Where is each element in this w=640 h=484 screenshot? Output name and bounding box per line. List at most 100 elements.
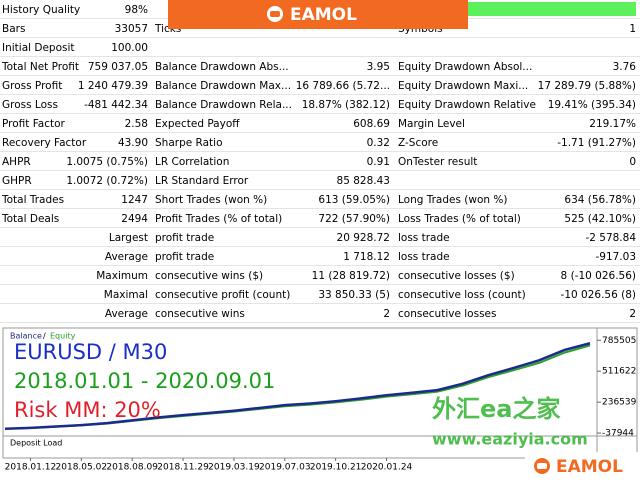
cell-text: 525 (42.10%) <box>564 213 636 225</box>
cell-text: Recovery Factor <box>2 137 87 149</box>
cell-text: 2 <box>383 308 390 320</box>
series-line <box>4 342 591 431</box>
cell-text: Gross Loss <box>2 99 58 111</box>
cell-text: consecutive wins ($) <box>155 270 263 282</box>
brand-text: EAMOL <box>290 5 357 25</box>
cell-text: Short Trades (won %) <box>155 194 267 206</box>
cell-text: 100.00 <box>111 42 148 54</box>
cell-text: Bars <box>2 23 25 35</box>
cell-text: 1 240 479.39 <box>78 80 148 92</box>
y-tick-label: 785505 <box>602 336 636 346</box>
cell-text: Z-Score <box>398 137 438 149</box>
cell-text: 19.41% (395.34) <box>548 99 636 111</box>
cell-text: LR Standard Error <box>155 175 249 187</box>
cell-text: 1 <box>629 23 636 35</box>
cell-text: Equity Drawdown Maxi... <box>398 80 528 92</box>
cell-text: 2 <box>629 308 636 320</box>
cell-text: 634 (56.78%) <box>564 194 636 206</box>
brand-text: EAMOL <box>556 457 623 477</box>
cell-text: consecutive losses ($) <box>398 270 515 282</box>
x-tick-label: 2018.11.29 <box>157 463 209 473</box>
cell-text: 3.95 <box>367 61 390 73</box>
cell-text: 11 (28 819.72) <box>312 270 390 282</box>
cell-text: LR Correlation <box>155 156 229 168</box>
cell-text: Sharpe Ratio <box>155 137 223 149</box>
cell-text: 1.0072 (0.72%) <box>66 175 148 187</box>
legend-entry: Equity <box>50 332 76 341</box>
cell-text: Profit Trades (% of total) <box>155 213 282 225</box>
cell-text: AHPR <box>2 156 31 168</box>
cell-text: Total Trades <box>1 194 64 206</box>
cell-text: Profit Factor <box>2 118 66 130</box>
cell-text: Total Deals <box>1 213 59 225</box>
cell-text: consecutive losses <box>398 308 496 320</box>
cell-text: profit trade <box>155 232 214 244</box>
cell-text: -10 026.56 (8) <box>561 289 636 301</box>
chart-annotation: EURUSD / M30 <box>14 340 167 364</box>
cell-text: Initial Deposit <box>2 42 75 54</box>
cell-text: 0.32 <box>367 137 390 149</box>
x-tick-label: 2018.05.02 <box>56 463 108 473</box>
cell-text: Balance Drawdown Rela... <box>155 99 292 111</box>
cell-text: Loss Trades (% of total) <box>398 213 521 225</box>
cell-text: 20 928.72 <box>337 232 390 244</box>
cell-text: 0.91 <box>367 156 390 168</box>
cell-text: 1.0075 (0.75%) <box>66 156 148 168</box>
cell-text: -917.03 <box>595 251 636 263</box>
chart-annotation: 2018.01.01 - 2020.09.01 <box>14 369 275 393</box>
cell-text: Total Net Profit <box>1 61 79 73</box>
cell-text: 722 (57.90%) <box>318 213 390 225</box>
cell-text: 18.87% (382.12) <box>302 99 390 111</box>
cell-text: 759 037.05 <box>88 61 148 73</box>
legend-separator: / <box>43 332 46 341</box>
cell-text: 2494 <box>121 213 148 225</box>
cell-text: Balance Drawdown Abs... <box>155 61 289 73</box>
cell-text: Long Trades (won %) <box>398 194 507 206</box>
y-tick-label: 236539 <box>602 398 637 408</box>
x-tick-label: 2019.03.19 <box>208 463 260 473</box>
cell-text: consecutive loss (count) <box>398 289 526 301</box>
cell-text: 0 <box>629 156 636 168</box>
cell-text: Equity Drawdown Absol... <box>398 61 532 73</box>
brand-icon-face <box>270 11 280 17</box>
x-tick-label: 2018.08.09 <box>106 463 158 473</box>
cell-text: 2.58 <box>125 118 148 130</box>
cell-text: consecutive wins <box>155 308 245 320</box>
cell-text: 1 718.12 <box>343 251 390 263</box>
cell-text: 33057 <box>115 23 148 35</box>
x-tick-label: 2019.07.03 <box>259 463 311 473</box>
subpanel-title: Deposit Load <box>10 439 62 448</box>
cell-text: 17 289.79 (5.88%) <box>538 80 636 92</box>
cell-text: Average <box>105 251 148 263</box>
y-tick-label: 511622 <box>602 367 636 377</box>
brand-icon-face <box>537 463 547 469</box>
cell-text: loss trade <box>398 232 450 244</box>
cell-text: 613 (59.05%) <box>318 194 390 206</box>
legend-entry: Balance <box>10 332 42 341</box>
cell-text: 98% <box>125 4 148 16</box>
x-tick-label: 2018.01.12 <box>5 463 57 473</box>
chart-annotation: Risk MM: 20% <box>14 398 161 422</box>
cell-text: GHPR <box>2 175 32 187</box>
watermark: 外汇ea之家 <box>432 395 560 423</box>
x-tick-label: 2020.01.24 <box>361 463 413 473</box>
cell-text: loss trade <box>398 251 450 263</box>
cell-text: 85 828.43 <box>337 175 390 187</box>
cell-text: Largest <box>109 232 148 244</box>
cell-text: 1247 <box>121 194 148 206</box>
cell-text: -1.71 (91.27%) <box>557 137 636 149</box>
cell-text: History Quality <box>2 4 80 16</box>
cell-text: -481 442.34 <box>84 99 148 111</box>
cell-text: 608.69 <box>353 118 390 130</box>
cell-text: 3.76 <box>613 61 637 73</box>
cell-text: Maximal <box>104 289 148 301</box>
cell-text: consecutive profit (count) <box>155 289 290 301</box>
watermark: www.eaziyia.com <box>432 430 588 449</box>
cell-text: 33 850.33 (5) <box>318 289 390 301</box>
report-table: History Quality98%Bars33057TicksSymbols1… <box>0 4 640 323</box>
x-tick-label: 2019.10.21 <box>310 463 362 473</box>
cell-text: 16 789.66 (5.72... <box>296 80 390 92</box>
cell-text: Margin Level <box>398 118 465 130</box>
cell-text: Gross Profit <box>2 80 62 92</box>
